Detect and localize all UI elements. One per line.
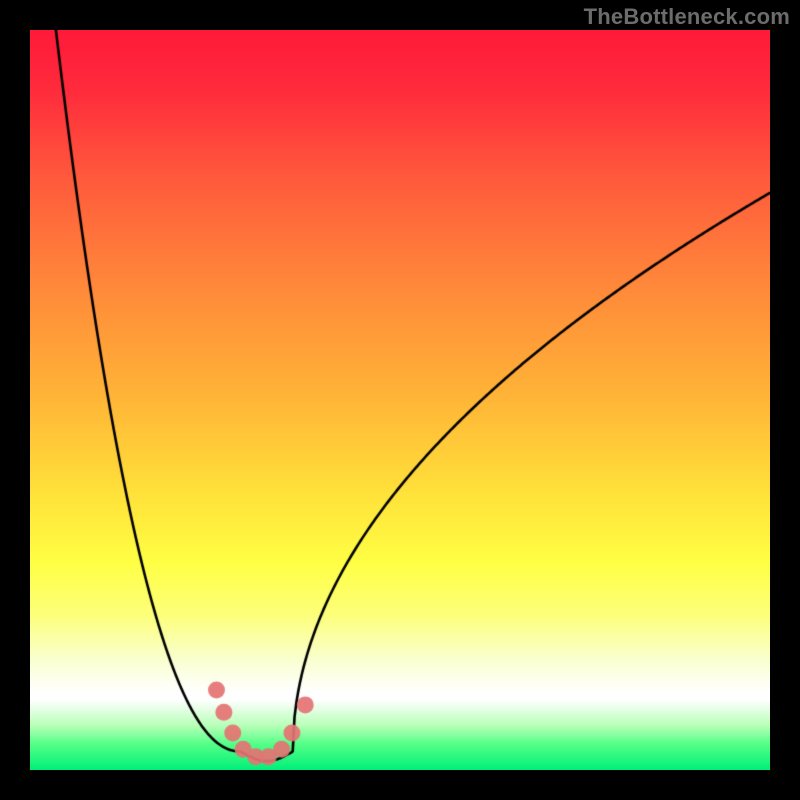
bottleneck-curve-chart (30, 30, 770, 770)
chart-stage: TheBottleneck.com (0, 0, 800, 800)
watermark-text: TheBottleneck.com (584, 4, 790, 30)
